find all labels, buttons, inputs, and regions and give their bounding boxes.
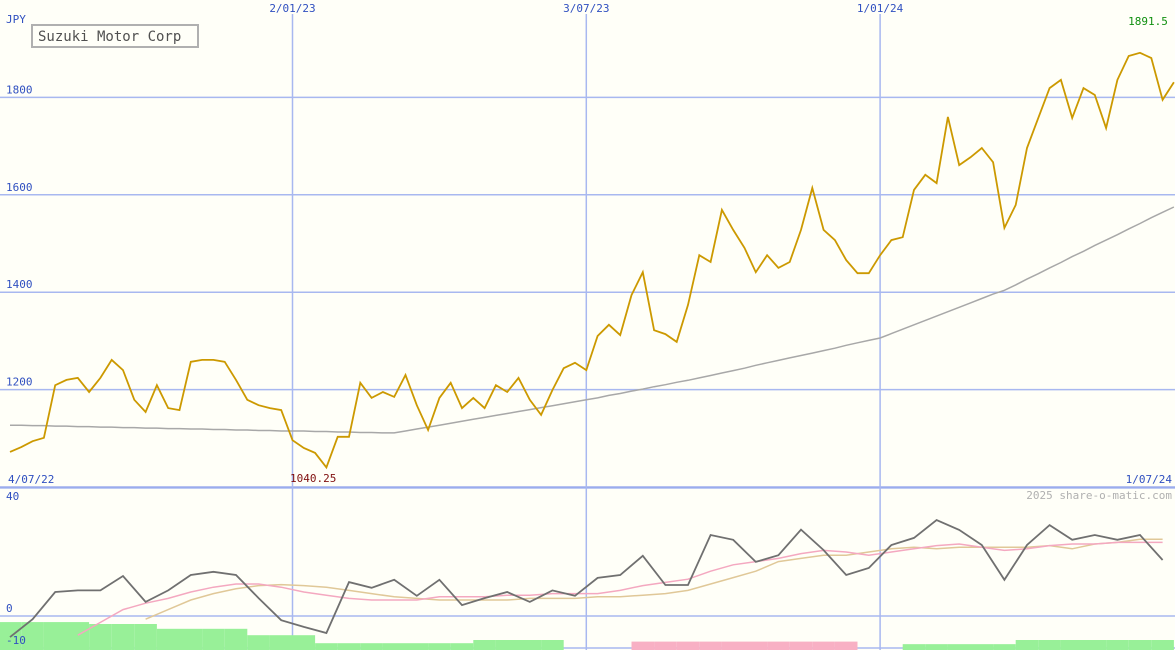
series-line (10, 206, 1175, 434)
histogram-bar (654, 641, 677, 650)
series-line (77, 541, 1163, 636)
histogram-bar (269, 635, 293, 650)
x-tick-label: 2/01/23 (269, 2, 315, 15)
histogram-bar (202, 628, 225, 650)
histogram-bar (676, 641, 700, 650)
histogram-bar (1151, 640, 1174, 650)
y-tick-label: 1800 (6, 83, 33, 96)
histogram-bar (993, 644, 1016, 650)
title-box (31, 24, 199, 48)
histogram-bar (66, 622, 90, 650)
y-tick-label: 40 (6, 490, 19, 503)
marks (0, 51, 1175, 650)
histogram-bar (1015, 640, 1039, 650)
histogram-bar (156, 628, 180, 650)
histogram-bar (789, 641, 813, 650)
series-line (9, 51, 1175, 470)
histogram-bar (89, 624, 112, 650)
chart-title: Suzuki Motor Corp (38, 29, 181, 45)
histogram-bar (21, 622, 44, 650)
histogram-bar (1083, 640, 1107, 650)
histogram-bar (405, 643, 429, 650)
x-tick-label: 1/01/24 (857, 2, 904, 15)
histogram-bar (767, 641, 790, 650)
y-tick-label: 1600 (6, 181, 33, 194)
histogram-bar (337, 643, 361, 650)
histogram-bar (834, 641, 858, 650)
histogram-bar (541, 640, 564, 650)
histogram-bar (925, 644, 948, 650)
y-label: JPY (6, 13, 26, 26)
histogram-bar (1038, 640, 1061, 650)
series-line (145, 538, 1163, 620)
min-label: 1040.25 (290, 472, 336, 485)
histogram-bar (947, 644, 971, 650)
histogram-bar (1060, 640, 1084, 650)
histogram-bar (360, 643, 383, 650)
histogram-bar (224, 628, 248, 650)
y-tick-label: 1400 (6, 278, 33, 291)
histogram-bar (721, 641, 745, 650)
histogram-bar (1106, 640, 1129, 650)
histogram-bar (744, 641, 768, 650)
max-label: 1891.5 (1128, 15, 1168, 28)
histogram-bar (43, 622, 67, 650)
series-line (9, 518, 1164, 638)
histogram-bar (179, 628, 203, 650)
x-tick-label: 3/07/23 (563, 2, 609, 15)
y-tick-label: -10 (6, 634, 26, 647)
y-tick-label: 0 (6, 602, 13, 615)
histogram-bar (111, 624, 135, 650)
watermark: 2025 share-o-matic.com (1026, 489, 1172, 502)
histogram-bar (450, 643, 474, 650)
histogram-bar (1128, 640, 1152, 650)
histogram-bar (292, 635, 316, 650)
y-tick-label: 1200 (6, 376, 33, 389)
histogram-bar (247, 635, 270, 650)
histogram-bar (428, 643, 451, 650)
histogram-bar (631, 641, 655, 650)
x-tick-label: 1/07/24 (1126, 473, 1173, 486)
histogram-bar (518, 640, 542, 650)
histogram-bar (495, 640, 519, 650)
histogram-bar (812, 641, 835, 650)
histogram-bar (970, 644, 994, 650)
histogram-bar (315, 643, 338, 650)
histogram-bar (134, 624, 157, 650)
histogram-bar (902, 644, 926, 650)
histogram-bar (473, 640, 496, 650)
histogram-bar (382, 643, 406, 650)
x-tick-label: 4/07/22 (8, 473, 54, 486)
histogram-bar (699, 641, 722, 650)
